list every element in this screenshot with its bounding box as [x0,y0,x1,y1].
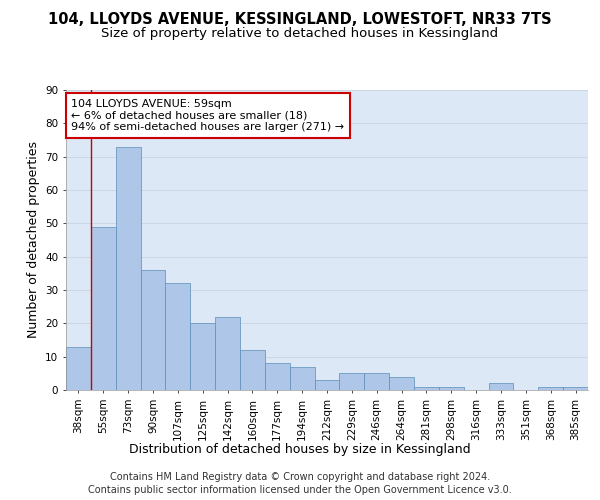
Bar [439,386,464,390]
Bar [190,324,215,390]
Text: Contains public sector information licensed under the Open Government Licence v3: Contains public sector information licen… [88,485,512,495]
Bar [290,366,314,390]
Text: Distribution of detached houses by size in Kessingland: Distribution of detached houses by size … [129,442,471,456]
Bar [66,346,91,390]
Y-axis label: Number of detached properties: Number of detached properties [26,142,40,338]
Bar [364,374,389,390]
Bar [414,386,439,390]
Bar [166,284,190,390]
Bar [116,146,140,390]
Bar [563,386,588,390]
Text: Contains HM Land Registry data © Crown copyright and database right 2024.: Contains HM Land Registry data © Crown c… [110,472,490,482]
Bar [240,350,265,390]
Bar [538,386,563,390]
Bar [389,376,414,390]
Bar [314,380,340,390]
Text: 104 LLOYDS AVENUE: 59sqm
← 6% of detached houses are smaller (18)
94% of semi-de: 104 LLOYDS AVENUE: 59sqm ← 6% of detache… [71,99,344,132]
Text: 104, LLOYDS AVENUE, KESSINGLAND, LOWESTOFT, NR33 7TS: 104, LLOYDS AVENUE, KESSINGLAND, LOWESTO… [48,12,552,28]
Bar [91,226,116,390]
Bar [265,364,290,390]
Bar [340,374,364,390]
Text: Size of property relative to detached houses in Kessingland: Size of property relative to detached ho… [101,28,499,40]
Bar [488,384,514,390]
Bar [215,316,240,390]
Bar [140,270,166,390]
